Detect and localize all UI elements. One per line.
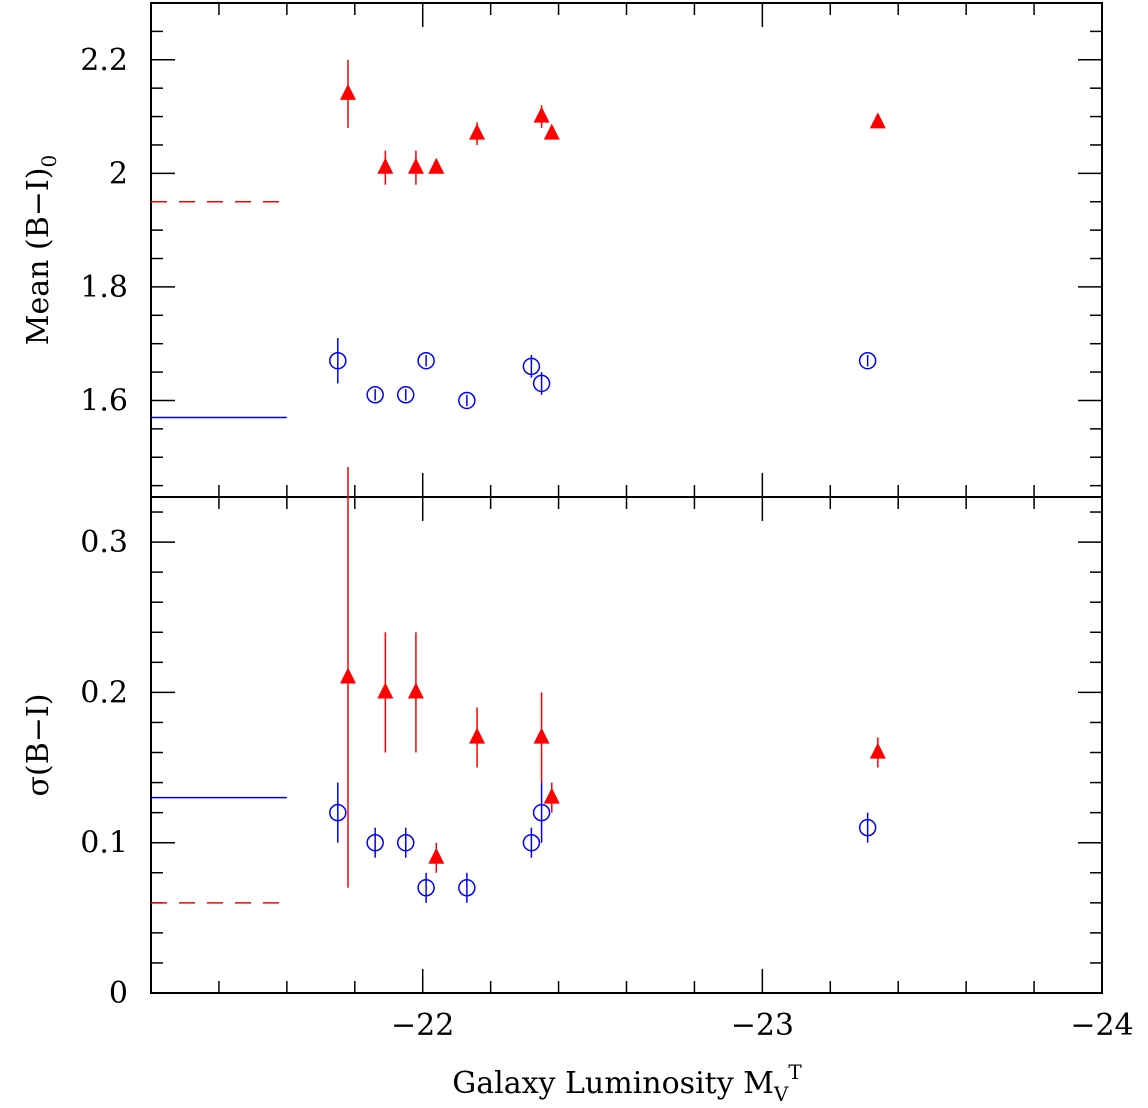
- bottom-point-triangle: [469, 727, 486, 744]
- bottom-point-circle: [396, 833, 415, 852]
- data-marks: [329, 59, 886, 903]
- bottom-point-triangle: [428, 847, 445, 864]
- bottom-y-tick-label: 0.1: [80, 826, 128, 861]
- top-point-triangle: [543, 123, 560, 140]
- top-point-triangle: [469, 123, 486, 140]
- x-tick-label: −23: [731, 1008, 794, 1043]
- bottom-point-circle: [417, 879, 435, 897]
- top-point-circle: [329, 351, 347, 370]
- top-point-triangle: [533, 106, 550, 123]
- x-axis-title-superscript: T: [788, 1060, 802, 1084]
- bottom-point-circle: [522, 833, 541, 852]
- bottom-y-tick-label: 0: [109, 976, 128, 1011]
- top-y-axis-title-subscript: 0: [37, 155, 61, 168]
- bottom-point-circle: [329, 803, 347, 822]
- bottom-y-tick-label: 0.3: [80, 525, 128, 560]
- bottom-y-axis-title: σ(B−I): [21, 694, 56, 797]
- top-point-triangle: [407, 157, 424, 174]
- top-point-circle: [458, 391, 476, 410]
- bottom-y-tick-label: 0.2: [80, 675, 128, 710]
- top-point-circle: [522, 357, 541, 376]
- bottom-point-circle: [532, 803, 551, 822]
- bottom-point-circle: [858, 818, 877, 837]
- bottom-point-circle: [366, 833, 384, 852]
- x-tick-label: −22: [391, 1008, 454, 1043]
- top-y-tick-label: 1.8: [80, 270, 128, 305]
- top-point-circle: [532, 374, 551, 393]
- x-tick-label: −24: [1070, 1008, 1133, 1043]
- tick-labels: 1.6 1.8 2 2.2 0 0.1 0.2 0.3 −22 −23 −24: [80, 43, 1133, 1043]
- x-axis-title: Galaxy Luminosity MVT: [452, 1060, 802, 1106]
- bottom-point-triangle: [339, 667, 356, 684]
- top-point-circle: [858, 351, 877, 370]
- bottom-point-triangle: [533, 727, 550, 744]
- top-point-triangle: [869, 112, 886, 129]
- top-point-circle: [366, 386, 384, 404]
- top-y-tick-label: 2.2: [80, 43, 128, 78]
- top-point-circle: [417, 351, 435, 370]
- bottom-panel-frame: [150, 496, 1103, 994]
- top-y-axis-title: Mean (B−I)0: [21, 155, 61, 345]
- bottom-point-triangle: [377, 682, 394, 699]
- bottom-point-circle: [458, 879, 476, 897]
- top-point-triangle: [377, 157, 394, 174]
- top-point-circle: [396, 386, 415, 404]
- reference-lines: [151, 200, 287, 904]
- bottom-point-triangle: [869, 742, 886, 759]
- x-axis-title-subscript: V: [773, 1082, 789, 1106]
- top-point-triangle: [339, 83, 356, 100]
- top-panel-frame: [150, 2, 1103, 498]
- bottom-point-triangle: [543, 787, 560, 804]
- top-point-triangle: [428, 157, 445, 174]
- top-y-tick-label: 1.6: [80, 383, 128, 418]
- axis-ticks: [150, 2, 1103, 994]
- bottom-point-triangle: [407, 682, 424, 699]
- top-y-tick-label: 2: [109, 156, 128, 191]
